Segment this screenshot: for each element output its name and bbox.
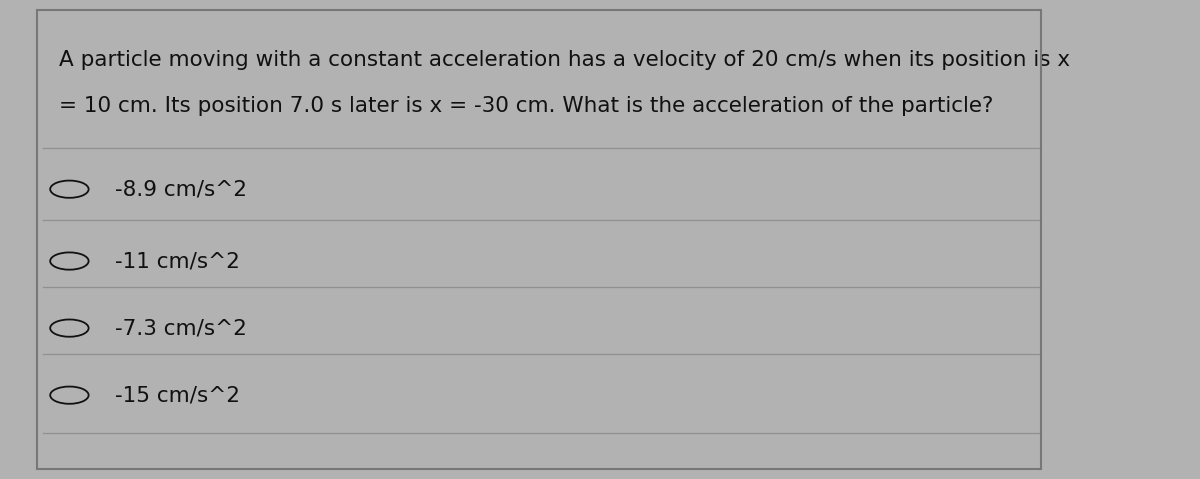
Text: -8.9 cm/s^2: -8.9 cm/s^2: [115, 179, 247, 199]
Text: A particle moving with a constant acceleration has a velocity of 20 cm/s when it: A particle moving with a constant accele…: [59, 50, 1070, 70]
Text: = 10 cm. Its position 7.0 s later is x = -30 cm. What is the acceleration of the: = 10 cm. Its position 7.0 s later is x =…: [59, 96, 994, 116]
Text: -7.3 cm/s^2: -7.3 cm/s^2: [115, 318, 247, 338]
Text: -11 cm/s^2: -11 cm/s^2: [115, 251, 240, 271]
Text: -15 cm/s^2: -15 cm/s^2: [115, 385, 240, 405]
